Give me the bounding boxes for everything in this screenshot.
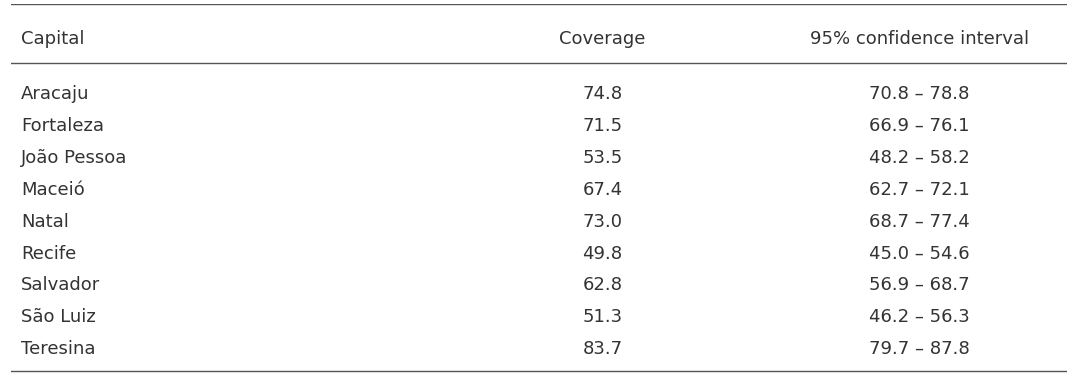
Text: 53.5: 53.5 xyxy=(582,149,622,167)
Text: 48.2 – 58.2: 48.2 – 58.2 xyxy=(869,149,970,167)
Text: 51.3: 51.3 xyxy=(582,308,622,326)
Text: Natal: Natal xyxy=(22,213,69,231)
Text: Recife: Recife xyxy=(22,245,77,263)
Text: Maceió: Maceió xyxy=(22,181,85,199)
Text: Capital: Capital xyxy=(22,30,85,48)
Text: 49.8: 49.8 xyxy=(582,245,622,263)
Text: Coverage: Coverage xyxy=(559,30,646,48)
Text: 45.0 – 54.6: 45.0 – 54.6 xyxy=(869,245,969,263)
Text: Aracaju: Aracaju xyxy=(22,85,89,103)
Text: 70.8 – 78.8: 70.8 – 78.8 xyxy=(869,85,969,103)
Text: 71.5: 71.5 xyxy=(582,117,622,135)
Text: 95% confidence interval: 95% confidence interval xyxy=(810,30,1028,48)
Text: 66.9 – 76.1: 66.9 – 76.1 xyxy=(869,117,969,135)
Text: 74.8: 74.8 xyxy=(582,85,622,103)
Text: 67.4: 67.4 xyxy=(582,181,622,199)
Text: 68.7 – 77.4: 68.7 – 77.4 xyxy=(869,213,970,231)
Text: 73.0: 73.0 xyxy=(582,213,622,231)
Text: João Pessoa: João Pessoa xyxy=(22,149,127,167)
Text: 62.8: 62.8 xyxy=(582,276,622,294)
Text: 62.7 – 72.1: 62.7 – 72.1 xyxy=(869,181,970,199)
Text: São Luiz: São Luiz xyxy=(22,308,96,326)
Text: 56.9 – 68.7: 56.9 – 68.7 xyxy=(869,276,969,294)
Text: 46.2 – 56.3: 46.2 – 56.3 xyxy=(869,308,970,326)
Text: 79.7 – 87.8: 79.7 – 87.8 xyxy=(869,340,970,358)
Text: Salvador: Salvador xyxy=(22,276,100,294)
Text: Fortaleza: Fortaleza xyxy=(22,117,105,135)
Text: Teresina: Teresina xyxy=(22,340,96,358)
Text: 83.7: 83.7 xyxy=(582,340,622,358)
